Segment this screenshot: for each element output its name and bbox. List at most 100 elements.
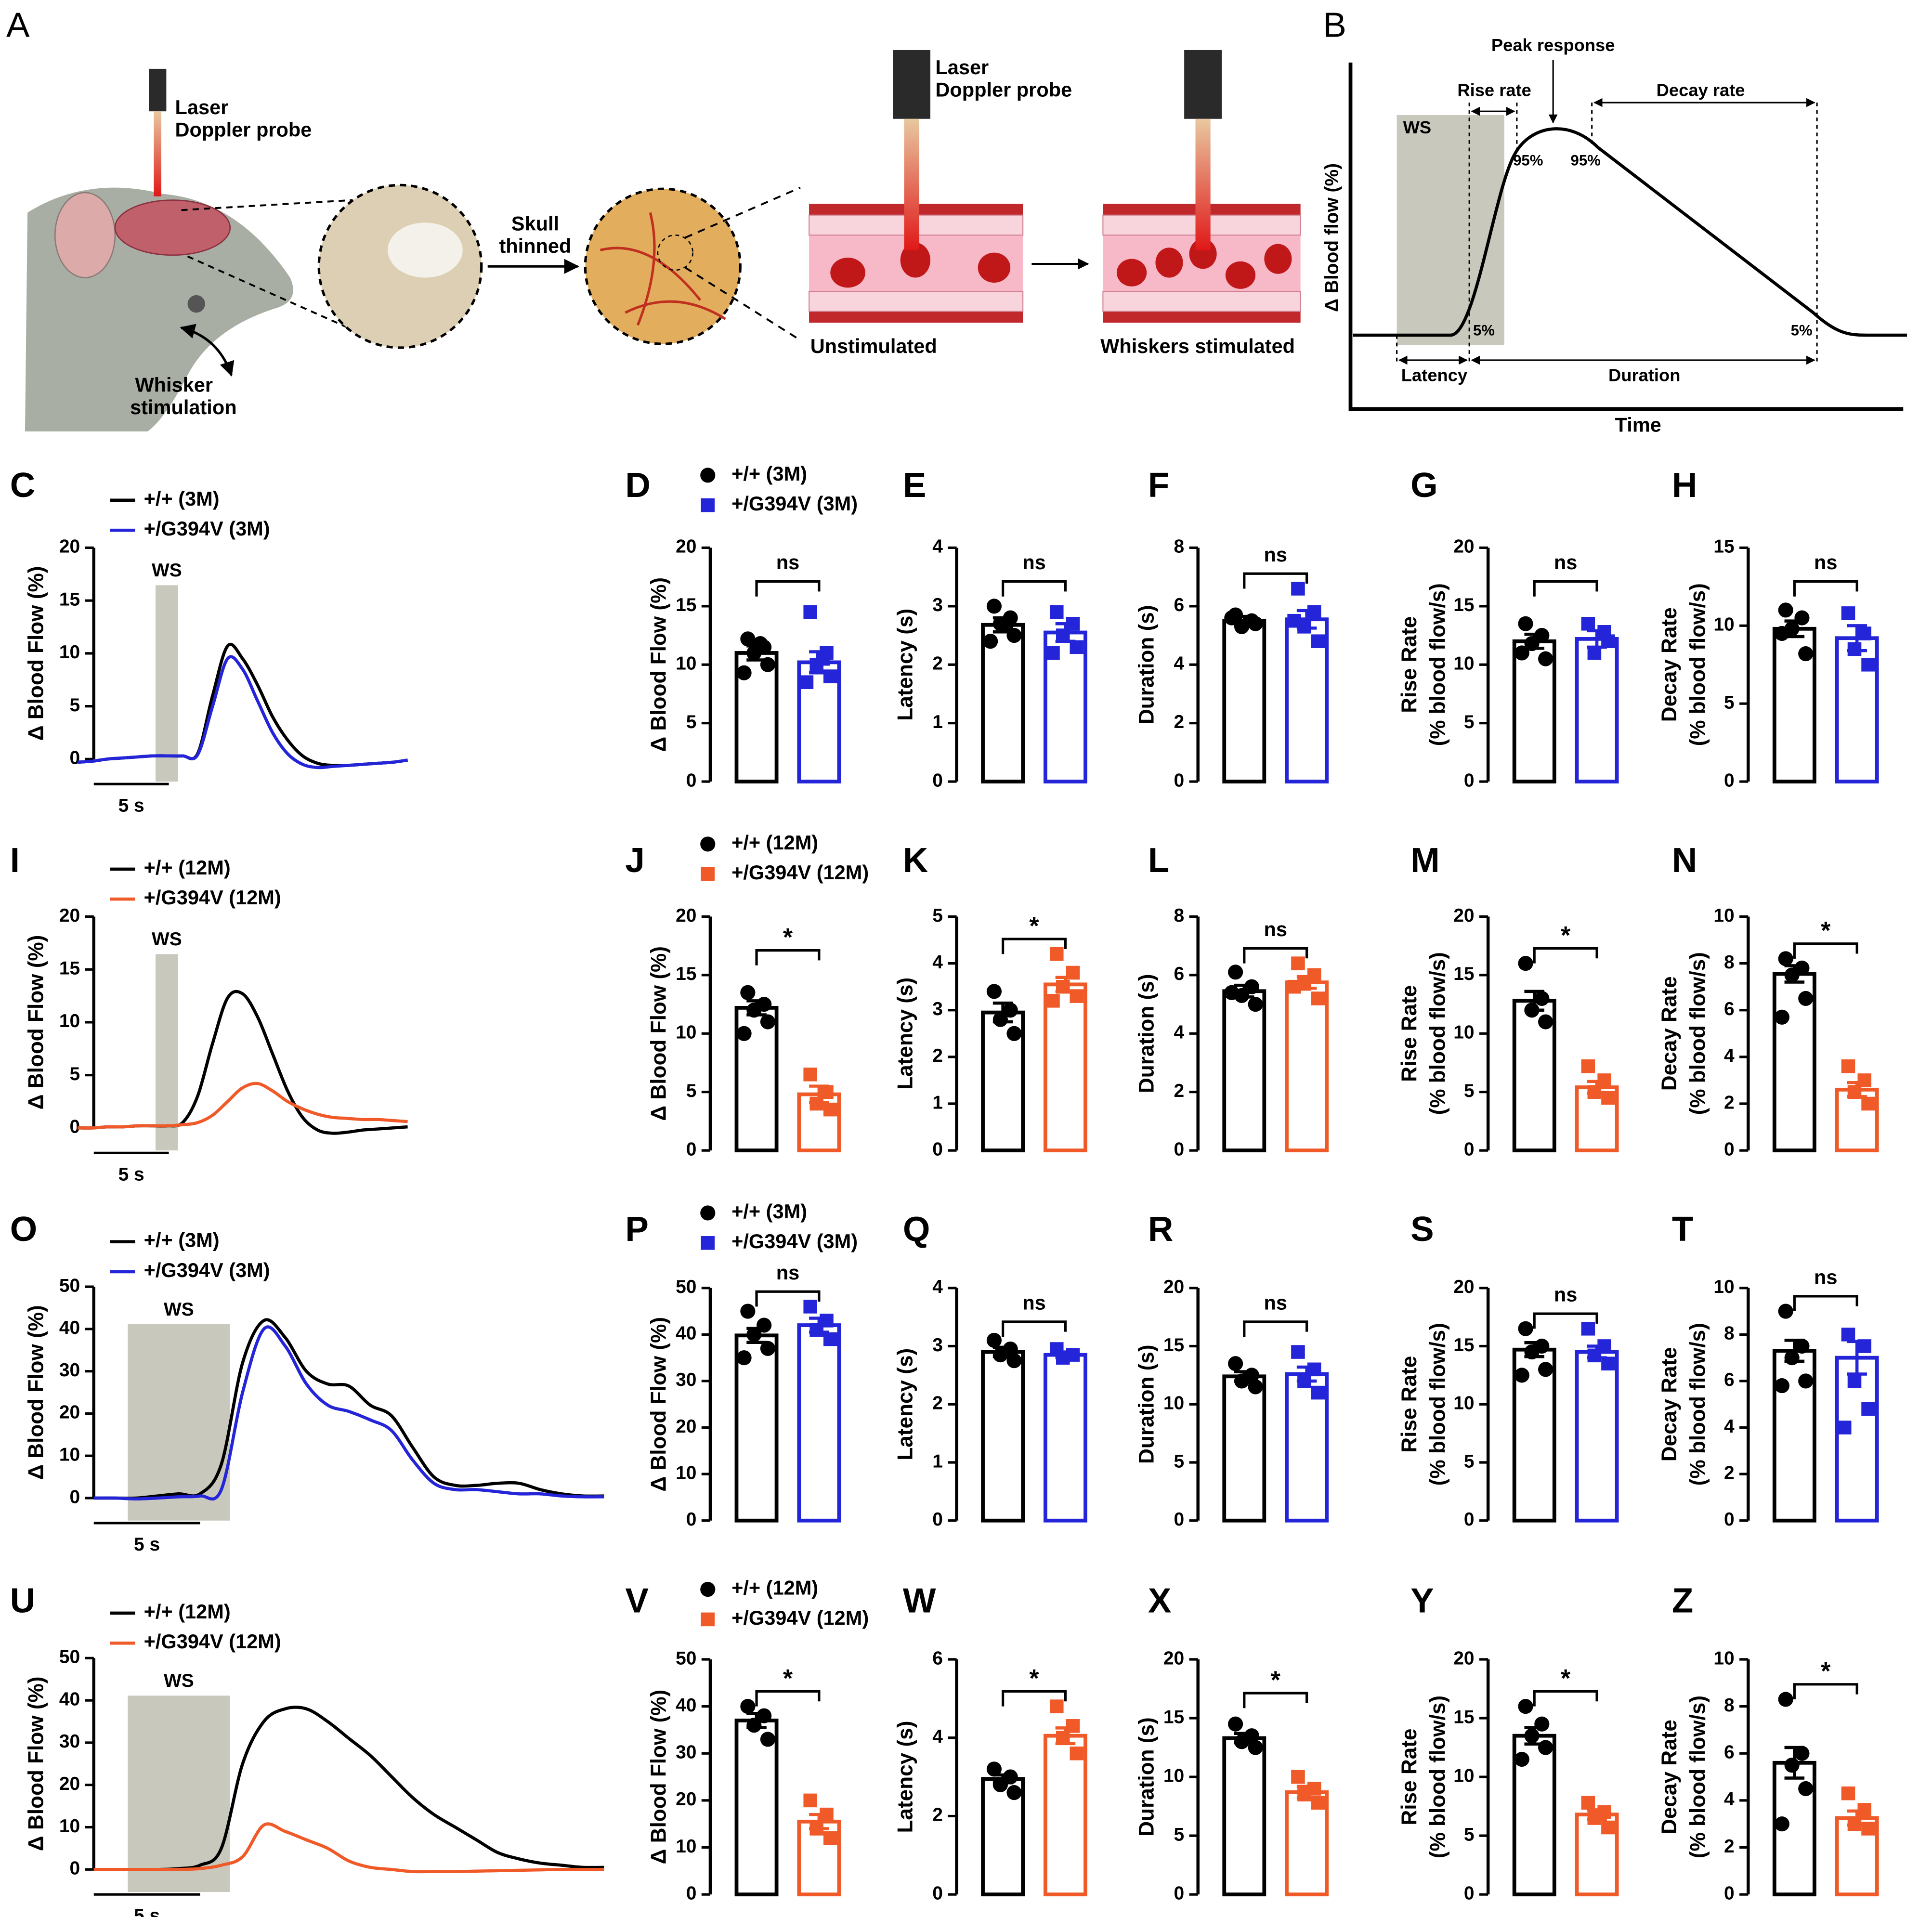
significance-label: ns [1022, 1291, 1045, 1314]
legend-swatch [701, 1612, 715, 1627]
y-axis-label: (% blood flow/s) [1686, 952, 1710, 1115]
error-bar [1296, 609, 1317, 630]
legend-label: +/+ (3M) [144, 487, 220, 510]
y-tick-label: 4 [1174, 1022, 1184, 1043]
y-tick-label: 20 [1453, 1648, 1474, 1669]
panel-letter: N [1672, 841, 1697, 880]
y-tick-label: 2 [932, 653, 943, 674]
data-point [740, 1304, 756, 1319]
significance-label: * [1821, 1657, 1831, 1685]
significance-bracket [1243, 947, 1308, 964]
data-point [740, 1699, 756, 1714]
y-tick-label: 15 [1453, 964, 1474, 984]
skull-highlight [387, 222, 463, 278]
y-tick-label: 15 [1453, 595, 1474, 615]
ws-label: WS [164, 1299, 194, 1320]
data-point [1287, 613, 1301, 628]
y-tick-label: 4 [1724, 1416, 1735, 1437]
y-axis-label: Latency (s) [893, 609, 917, 721]
brain [114, 199, 231, 256]
y-axis-label: Decay Rate [1658, 976, 1681, 1091]
data-point [1049, 605, 1064, 619]
data-point [736, 1026, 752, 1041]
significance-label: * [1271, 1666, 1281, 1694]
data-point [1841, 606, 1855, 620]
data-point [823, 1831, 837, 1845]
significance-label: * [1821, 917, 1831, 945]
panel-letter: S [1410, 1210, 1434, 1249]
error-bar [1784, 1339, 1805, 1363]
significance-label: ns [776, 551, 799, 574]
y-axis-label: (% blood flow/s) [1426, 583, 1450, 746]
significance-label: * [783, 924, 793, 952]
data-point [1228, 1356, 1243, 1371]
significance-bracket [1533, 947, 1598, 964]
ws-shade [128, 1695, 230, 1892]
y-tick-label: 5 [686, 712, 697, 732]
y-tick-label: 0 [932, 1883, 943, 1904]
data-point [1798, 991, 1814, 1006]
y-tick-label: 20 [676, 1416, 696, 1437]
data-point [1066, 1719, 1080, 1733]
y-tick-label: 10 [1453, 653, 1474, 674]
stimulus-label: Whisker [135, 373, 213, 396]
y-tick-label: 4 [932, 536, 943, 557]
data-point [1774, 626, 1789, 641]
error-bar [1784, 619, 1805, 639]
panel-letter: B [1323, 5, 1346, 44]
data-point [803, 1793, 817, 1808]
axes [1348, 62, 1904, 411]
panel-letter: I [10, 841, 20, 880]
error-bar [1234, 1370, 1254, 1383]
data-point [1524, 1728, 1540, 1744]
data-point [1534, 991, 1550, 1006]
response-curve [1353, 127, 1907, 337]
data-point [809, 1323, 823, 1337]
y-tick-label: 20 [1453, 905, 1474, 926]
data-point [1049, 1699, 1064, 1713]
legend-label: +/+ (12M) [144, 1600, 231, 1623]
error-bar [1524, 990, 1545, 1012]
y-tick-label: 0 [932, 1139, 943, 1160]
error-bar [746, 1327, 767, 1344]
data-point [1841, 1328, 1855, 1342]
error-bar [1847, 1809, 1867, 1827]
y-tick-label: 0 [70, 1858, 80, 1879]
panel-letter: T [1672, 1210, 1693, 1249]
y-tick-label: 40 [59, 1689, 80, 1709]
y-tick-label: 10 [676, 1836, 696, 1857]
y-tick-label: 20 [59, 1774, 80, 1794]
legend-label: +/+ (12M) [144, 856, 231, 879]
error-bar [1847, 624, 1867, 652]
error-bar [1587, 1080, 1607, 1095]
data-point [1778, 602, 1793, 618]
y-tick-label: 20 [1453, 1277, 1474, 1297]
data-point [1049, 947, 1064, 961]
y-tick-label: 0 [1464, 1139, 1475, 1160]
y-tick-label: 30 [59, 1731, 80, 1752]
error-bar [1055, 976, 1076, 993]
data-point [823, 1102, 837, 1117]
data-point [983, 634, 998, 649]
error-bar [1234, 1732, 1254, 1745]
data-point [1581, 1321, 1595, 1336]
y-tick-label: 1 [932, 712, 943, 732]
data-point [1291, 1345, 1305, 1359]
data-point [1778, 951, 1793, 966]
panel-letter: C [10, 466, 36, 505]
y-tick-label: 2 [932, 1393, 943, 1414]
label: 95% [1513, 152, 1543, 169]
error-bar [1055, 1350, 1076, 1359]
y-tick-label: 10 [676, 1462, 696, 1483]
eye [187, 295, 205, 313]
data-point [1046, 646, 1060, 660]
bar [1285, 980, 1329, 1152]
y-tick-label: 30 [676, 1742, 696, 1763]
data-point [1581, 1059, 1595, 1073]
data-point [1291, 582, 1305, 596]
panel-letter: G [1410, 466, 1438, 505]
y-tick-label: 10 [676, 653, 696, 674]
error-bar [809, 1317, 829, 1334]
significance-label: * [1561, 922, 1571, 950]
